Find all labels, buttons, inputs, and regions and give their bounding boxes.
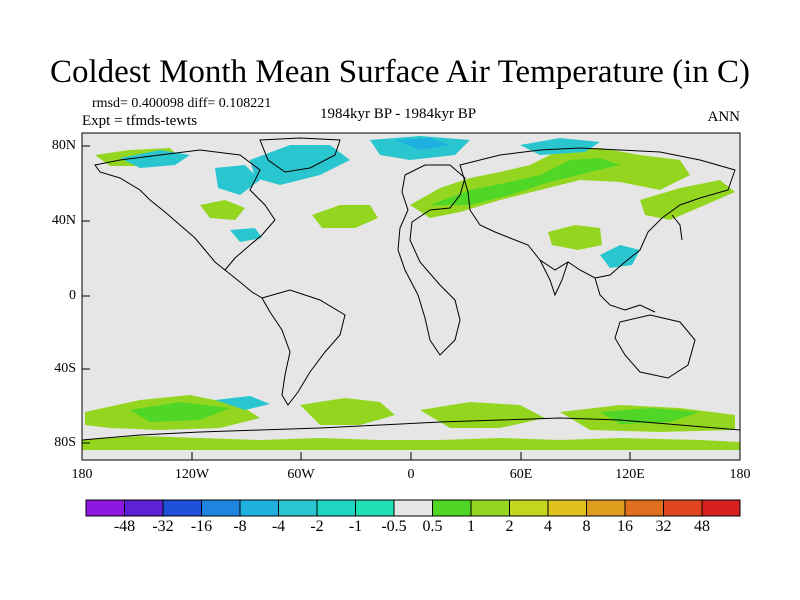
colorbar-swatch-15 [663,499,703,517]
colorbar-label: -2 [310,518,324,535]
anomaly-canada [215,165,260,195]
colorbar-label: 4 [544,518,552,535]
cool-fields [120,136,640,410]
colorbar-label: 48 [694,518,710,535]
colorbar-label: -32 [152,518,174,535]
anomaly-southern-ocean-2 [300,398,395,425]
anomaly-alaska [120,150,190,168]
lon-label-60w: 60W [287,467,315,482]
season-label: ANN [707,109,741,125]
colorbar-label: -4 [271,518,286,535]
colorbar-swatch-11 [509,499,549,517]
colorbar-label: 1 [467,518,475,535]
colorbar-swatch-4 [239,499,279,517]
colorbar-swatch-0 [85,499,125,517]
lat-label-40s: 40S [54,361,76,376]
coastlines [81,137,741,441]
lon-label-180w: 180 [71,467,93,482]
colorbar-label: 0.5 [422,518,443,535]
coast-southeast-asia [594,277,656,313]
colorbar-swatch-2 [162,499,202,517]
anomaly-antarctic-core [130,402,230,422]
lon-label-120w: 120W [174,467,210,482]
colorbar-label: -0.5 [381,518,407,535]
lon-label-60e: 60E [509,467,533,482]
colorbar-label: -16 [190,518,213,535]
anomaly-greenland [250,145,350,185]
coast-australia [614,314,696,379]
lat-label-80n: 80N [51,138,76,153]
anomaly-tibet [548,225,602,250]
anomaly-southern-cool [215,396,270,410]
anomaly-atlantic [312,205,378,228]
period-label: 1984kyr BP - 1984kyr BP [320,106,477,122]
colorbar-swatch-5 [278,499,318,517]
lat-label-0: 0 [69,288,76,303]
anomaly-south-pacific [82,436,740,450]
colorbar-label: 16 [617,518,633,535]
colorbar-label: 32 [655,518,672,535]
colorbar-swatch-1 [124,499,164,517]
colorbar-label: 2 [505,518,514,535]
anomaly-china [600,245,640,268]
coast-india [539,259,569,297]
coast-japan [671,214,683,241]
colorbar-swatch-7 [355,499,395,517]
colorbar-label: 8 [582,518,591,535]
lon-label-0: 0 [407,467,415,482]
colorbar-label: -8 [233,518,247,535]
colorbar-label: -1 [348,518,363,535]
lon-label-120e: 120E [615,467,645,482]
colorbar-swatch-13 [586,499,626,517]
lon-label-180e: 180 [729,467,751,482]
coast-asia [459,147,736,279]
experiment-label: Expt = tfmds-tewts [82,113,198,129]
anomaly-atlantic-west [230,228,262,242]
coast-central-america [224,269,263,299]
colorbar [85,499,741,517]
coast-europe-africa [397,164,466,356]
lat-label-40n: 40N [51,213,76,228]
map-title: Coldest Month Mean Surface Air Temperatu… [50,54,750,90]
coast-north-america [94,149,276,271]
coast-antarctica [81,417,741,441]
colorbar-label: -48 [113,518,136,535]
coast-south-america [261,289,346,406]
colorbar-swatch-9 [432,499,472,517]
axis-ticks [82,145,631,460]
anomaly-eurasia-core [430,158,620,205]
colorbar-swatch-14 [624,499,664,517]
anomaly-arctic-deep [395,138,450,150]
anomaly-siberia [520,138,600,155]
colorbar-swatch-16 [701,499,741,517]
colorbar-swatch-8 [393,499,433,517]
anomaly-east-asia [640,180,735,220]
coast-greenland [259,137,341,173]
colorbar-swatch-10 [470,499,510,517]
anomaly-fields [82,148,740,450]
colorbar-swatch-3 [201,499,241,517]
anomaly-north-america [200,200,245,220]
rmsd-stats: rmsd= 0.400098 diff= 0.108221 [92,96,272,111]
lat-label-80s: 80S [54,435,76,450]
colorbar-swatch-6 [316,499,356,517]
colorbar-swatch-12 [547,499,587,517]
